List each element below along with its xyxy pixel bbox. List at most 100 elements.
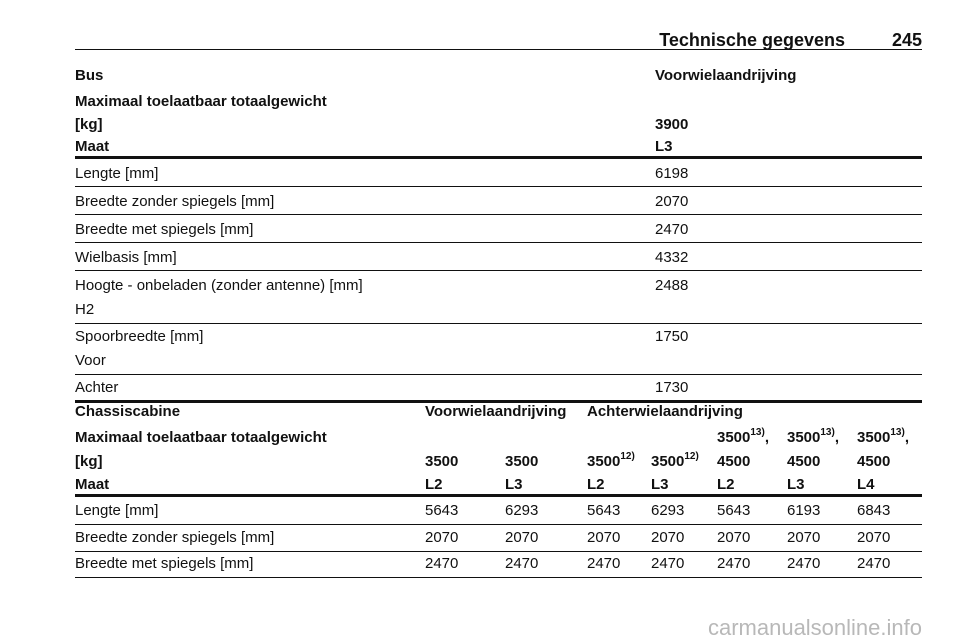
row-value: 6198 xyxy=(655,165,689,182)
watermark: carmanualsonline.info xyxy=(707,615,922,640)
weight-value: 4500 xyxy=(717,453,750,471)
size-value: L4 xyxy=(857,476,875,493)
row-label: Breedte met spiegels [mm] xyxy=(75,221,254,238)
row-sublabel: H2 xyxy=(75,301,95,318)
weight-value: 3500 xyxy=(505,453,538,471)
separator: , xyxy=(764,429,769,446)
size-value: L3 xyxy=(651,476,669,493)
thick-rule xyxy=(75,494,922,497)
weight-value: 4500 xyxy=(857,453,890,471)
footnote-ref: 13) xyxy=(820,427,835,438)
size-value: L2 xyxy=(587,476,605,493)
page-title: Technische gegevens xyxy=(659,30,845,50)
weight-text: 3500 xyxy=(787,429,821,446)
row-value: 2470 xyxy=(857,555,891,572)
weight-label: [kg] xyxy=(75,116,103,133)
row-value: 6293 xyxy=(505,502,539,519)
size-label: Maat xyxy=(75,476,110,493)
row-value: 2070 xyxy=(857,528,891,546)
weight-value: 3900 xyxy=(655,116,689,133)
footnote-ref: 13) xyxy=(890,427,905,438)
row-sublabel: Voor xyxy=(75,352,106,369)
size-value: L3 xyxy=(655,138,673,155)
weight-text: 3500 xyxy=(425,453,459,470)
thick-rule xyxy=(75,156,922,159)
footnote-ref: 13) xyxy=(750,427,765,438)
row-label: Breedte zonder spiegels [mm] xyxy=(75,193,275,210)
weight-label: [kg] xyxy=(75,453,103,470)
weight-text: 4500 xyxy=(857,453,891,470)
size-value: L3 xyxy=(787,476,805,493)
row-value: 2470 xyxy=(505,555,539,572)
row-value: 2470 xyxy=(717,555,751,572)
size-label: Maat xyxy=(75,138,110,155)
row-rule xyxy=(75,270,922,271)
size-value: L3 xyxy=(505,476,523,493)
table-title: Bus xyxy=(75,67,104,84)
footnote-ref: 12) xyxy=(620,451,635,462)
row-value: 2488 xyxy=(655,277,689,294)
row-label: Achter xyxy=(75,379,119,396)
weight-text: 4500 xyxy=(787,453,821,470)
page-number: 245 xyxy=(891,30,922,50)
row-value: 2070 xyxy=(655,193,689,210)
footnote-ref: 12) xyxy=(684,451,699,462)
row-rule xyxy=(75,577,922,578)
drive-type: Voorwielaandrijving xyxy=(655,67,797,84)
weight-value: 4500 xyxy=(787,453,820,471)
weight-value: 3500 xyxy=(425,453,458,471)
header-rule xyxy=(75,49,922,50)
weight-text: 4500 xyxy=(717,453,751,470)
row-value: 2070 xyxy=(787,528,821,546)
row-value: 6843 xyxy=(857,502,891,519)
weight-top: 350013), xyxy=(787,427,839,447)
separator: , xyxy=(834,429,839,446)
row-value: 2070 xyxy=(425,528,459,546)
row-rule xyxy=(75,186,922,187)
row-value: 2470 xyxy=(655,221,689,238)
row-value: 5643 xyxy=(717,502,751,519)
row-value: 4332 xyxy=(655,249,689,266)
row-rule xyxy=(75,323,922,324)
row-rule xyxy=(75,242,922,243)
thick-rule xyxy=(75,400,922,403)
row-value: 2070 xyxy=(505,528,539,546)
size-value: L2 xyxy=(717,476,735,493)
row-label: Lengte [mm] xyxy=(75,502,159,519)
row-rule xyxy=(75,374,922,375)
weight-text: 3500 xyxy=(505,453,539,470)
weight-label: Maximaal toelaatbaar totaalgewicht xyxy=(75,93,327,110)
row-value: 2470 xyxy=(587,555,621,572)
weight-text: 3500 xyxy=(651,453,685,470)
row-value: 2470 xyxy=(787,555,821,572)
row-label: Hoogte - onbeladen (zonder antenne) [mm] xyxy=(75,277,363,294)
weight-text: 3500 xyxy=(587,453,621,470)
weight-value: 350012) xyxy=(651,451,699,471)
row-value: 6293 xyxy=(651,502,685,519)
row-value: 2470 xyxy=(651,555,685,572)
row-value: 1730 xyxy=(655,379,689,396)
weight-value: 350012) xyxy=(587,451,635,471)
table-title: Chassiscabine xyxy=(75,403,181,420)
row-label: Breedte zonder spiegels [mm] xyxy=(75,528,275,546)
row-label: Spoorbreedte [mm] xyxy=(75,328,204,345)
row-label: Breedte met spiegels [mm] xyxy=(75,555,254,572)
row-rule xyxy=(75,214,922,215)
weight-text: 3500 xyxy=(717,429,751,446)
row-value: 5643 xyxy=(425,502,459,519)
weight-label: Maximaal toelaatbaar totaalgewicht xyxy=(75,429,327,446)
row-value: 6193 xyxy=(787,502,821,519)
row-value: 2070 xyxy=(651,528,685,546)
row-value: 2070 xyxy=(587,528,621,546)
size-value: L2 xyxy=(425,476,443,493)
row-value: 2070 xyxy=(717,528,751,546)
row-label: Lengte [mm] xyxy=(75,165,159,182)
row-value: 2470 xyxy=(425,555,459,572)
drive-type: Achterwielaandrijving xyxy=(587,403,743,420)
row-value: 5643 xyxy=(587,502,621,519)
separator: , xyxy=(904,429,909,446)
row-rule xyxy=(75,550,922,552)
drive-type: Voorwielaandrijving xyxy=(425,403,567,420)
row-value: 1750 xyxy=(655,328,689,345)
